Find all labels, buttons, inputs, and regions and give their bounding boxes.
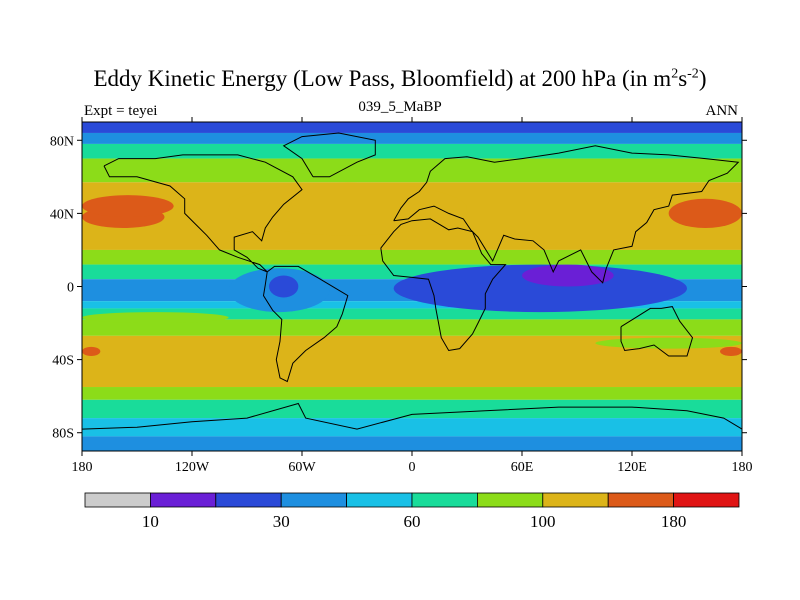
zonal-band-0 [82, 122, 742, 133]
region-australia-green [595, 337, 743, 349]
x-tick-label-1: 120W [175, 460, 210, 475]
zonal-band-3 [82, 158, 742, 183]
colorbar-box-3 [280, 492, 348, 508]
region-s-hem-max-e [720, 346, 742, 356]
coastline-0 [103, 154, 303, 273]
x-tick-label-5: 120E [617, 460, 647, 475]
coastline-1 [262, 265, 349, 383]
colorbar-label-1: 30 [273, 512, 290, 531]
x-tick-label-2: 60W [288, 460, 316, 475]
plot-title: Eddy Kinetic Energy (Low Pass, Bloomfiel… [93, 66, 707, 91]
colorbar-label-0: 10 [142, 512, 159, 531]
zonal-band-15 [82, 436, 742, 451]
zonal-band-13 [82, 399, 742, 419]
x-axis: 180 120W 60W 0 60E 120E 180 [72, 117, 753, 475]
x-tick-label-3: 0 [409, 460, 416, 475]
region-n-pacific-max-w2 [82, 195, 174, 218]
region-americas-core [269, 275, 299, 298]
y-tick-label-0: 80N [50, 134, 74, 149]
season-label: ANN [705, 103, 739, 119]
y-tick-label-1: 40N [50, 207, 74, 222]
case-label: 039_5_MaBP [358, 99, 442, 115]
coastline-4 [620, 306, 694, 357]
coastlines [81, 132, 743, 430]
colorbar-box-0 [84, 492, 151, 508]
y-tick-label-4: 80S [52, 427, 74, 442]
colorbar-box-7 [542, 492, 609, 508]
colorbar-box-2 [215, 492, 282, 508]
colorbar-box-8 [607, 492, 675, 508]
y-axis: 80N 40N 0 40S 80S [50, 134, 747, 442]
x-tick-label-0: 180 [72, 460, 93, 475]
coastline-6 [81, 402, 743, 430]
colorbar-label-2: 60 [404, 512, 421, 531]
zonal-band-2 [82, 143, 742, 159]
y-tick-label-2: 0 [67, 281, 74, 296]
colorbar-label-3: 100 [530, 512, 556, 531]
colorbar-box-6 [476, 492, 544, 508]
region-s-hem-max [82, 346, 101, 356]
zonal-band-9 [82, 308, 742, 320]
region-n-pacific-max-e [668, 198, 742, 229]
coastline-2 [393, 145, 740, 284]
zonal-band-12 [82, 387, 742, 400]
colorbar-box-1 [149, 492, 217, 508]
colorbar-label-4: 180 [661, 512, 687, 531]
coastline-3 [380, 218, 507, 352]
colorbar-box-4 [346, 492, 413, 508]
colorbar: 10 30 60 100 180 [84, 492, 740, 531]
region-africa-asia-min [393, 264, 687, 313]
contour-field [81, 122, 743, 451]
colorbar-box-5 [411, 492, 478, 508]
region-indian-core [522, 264, 614, 287]
x-tick-label-6: 180 [732, 460, 753, 475]
zonal-band-8 [82, 301, 742, 309]
coastline-5 [282, 132, 376, 178]
region-s-pac-green [81, 312, 229, 324]
zonal-band-1 [82, 132, 742, 144]
x-tick-label-4: 60E [511, 460, 534, 475]
experiment-label: Expt = teyei [84, 103, 158, 119]
zonal-band-14 [82, 418, 742, 437]
region-n-atlantic-jet [228, 182, 467, 236]
colorbar-box-9 [673, 492, 740, 508]
y-tick-label-3: 40S [52, 354, 74, 369]
zonal-band-10 [82, 319, 742, 336]
zonal-band-5 [82, 249, 742, 265]
